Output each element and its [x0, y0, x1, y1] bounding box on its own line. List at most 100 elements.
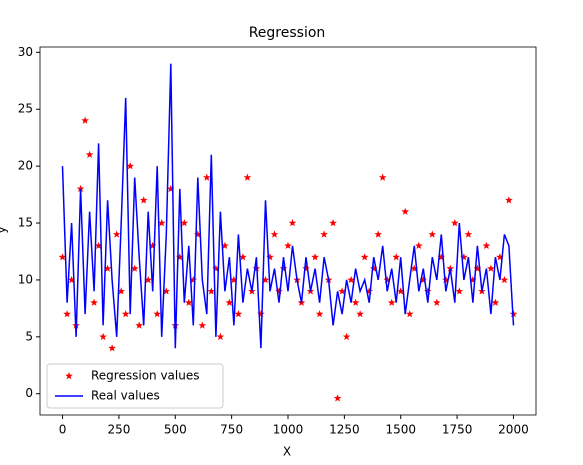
star-marker	[153, 310, 161, 318]
star-marker	[302, 264, 310, 272]
star-marker	[383, 275, 391, 284]
star-marker	[121, 310, 130, 318]
y-tick-label: 10	[18, 272, 33, 286]
star-marker	[239, 253, 247, 261]
chart-title: Regression	[249, 25, 326, 41]
star-marker	[491, 298, 500, 306]
star-marker	[419, 275, 428, 284]
star-marker	[216, 332, 225, 341]
star-marker	[162, 287, 171, 295]
star-marker	[243, 173, 252, 181]
y-tick-label: 5	[25, 329, 33, 343]
star-marker	[405, 310, 414, 318]
star-marker	[311, 253, 319, 261]
star-marker	[221, 241, 229, 249]
star-marker	[103, 264, 112, 272]
star-marker	[360, 253, 369, 261]
star-marker	[126, 162, 134, 170]
star-marker	[464, 230, 473, 238]
star-marker	[500, 275, 509, 284]
star-marker	[410, 264, 419, 272]
star-marker	[446, 264, 455, 272]
y-tick-label: 20	[18, 159, 33, 173]
star-marker	[63, 310, 71, 318]
star-marker	[270, 230, 279, 238]
star-marker	[135, 321, 143, 329]
star-marker	[203, 173, 211, 181]
star-marker	[338, 287, 346, 295]
star-marker	[275, 287, 283, 295]
star-marker	[415, 241, 423, 249]
star-marker	[387, 298, 396, 306]
star-marker	[85, 150, 94, 158]
star-marker	[112, 230, 121, 238]
star-marker	[342, 332, 351, 341]
star-marker	[392, 253, 400, 261]
star-marker	[58, 253, 67, 261]
star-marker	[266, 253, 274, 261]
star-marker	[496, 253, 504, 261]
x-tick-label: 500	[164, 423, 187, 437]
star-marker	[396, 287, 405, 295]
star-marker	[333, 394, 342, 402]
star-marker	[157, 219, 166, 227]
y-tick-label: 15	[18, 216, 33, 230]
star-marker	[460, 253, 468, 261]
star-marker	[212, 264, 220, 272]
star-marker	[347, 275, 355, 284]
x-tick-label: 1250	[329, 423, 360, 437]
star-marker	[401, 207, 409, 215]
star-marker	[144, 275, 152, 284]
series-line	[61, 63, 515, 349]
x-axis-label: X	[283, 445, 291, 459]
star-marker	[148, 241, 157, 249]
y-tick-label: 0	[25, 386, 33, 400]
star-marker	[81, 116, 89, 124]
star-marker	[67, 275, 76, 284]
legend-label: Real values	[91, 389, 160, 403]
x-tick-label: 1000	[273, 423, 304, 437]
star-marker	[487, 264, 495, 272]
star-marker	[369, 264, 378, 272]
star-marker	[194, 230, 202, 238]
x-tick-label: 250	[107, 423, 130, 437]
legend-swatch	[65, 372, 73, 380]
star-marker	[455, 287, 464, 295]
y-axis-label: y	[0, 226, 9, 233]
star-marker	[234, 310, 243, 318]
x-tick-label: 0	[59, 423, 67, 437]
star-marker	[279, 264, 288, 272]
star-marker	[365, 287, 373, 295]
y-tick-label: 30	[18, 45, 33, 59]
star-marker	[437, 253, 446, 261]
star-marker	[428, 230, 437, 238]
star-marker	[180, 219, 189, 227]
plot-frame	[39, 46, 537, 416]
star-marker	[117, 287, 125, 295]
star-marker	[76, 184, 85, 193]
star-marker	[139, 196, 148, 204]
star-marker	[90, 298, 98, 306]
star-marker	[473, 264, 482, 272]
star-marker	[176, 253, 184, 261]
star-marker	[433, 298, 441, 306]
star-marker	[288, 219, 297, 227]
star-marker	[198, 321, 207, 329]
x-tick-label: 1750	[442, 423, 473, 437]
x-tick-label: 1500	[385, 423, 416, 437]
y-tick-label: 25	[18, 102, 33, 116]
star-marker	[230, 275, 238, 284]
star-marker	[207, 287, 216, 295]
star-marker	[108, 344, 116, 352]
star-marker	[469, 275, 477, 284]
legend-box	[46, 363, 224, 409]
star-marker	[130, 264, 139, 272]
star-marker	[189, 275, 198, 284]
star-marker	[424, 287, 432, 295]
x-tick-label: 2000	[498, 423, 529, 437]
star-marker	[329, 219, 337, 227]
star-marker	[320, 230, 328, 238]
star-marker	[442, 275, 450, 284]
star-marker	[374, 230, 382, 238]
